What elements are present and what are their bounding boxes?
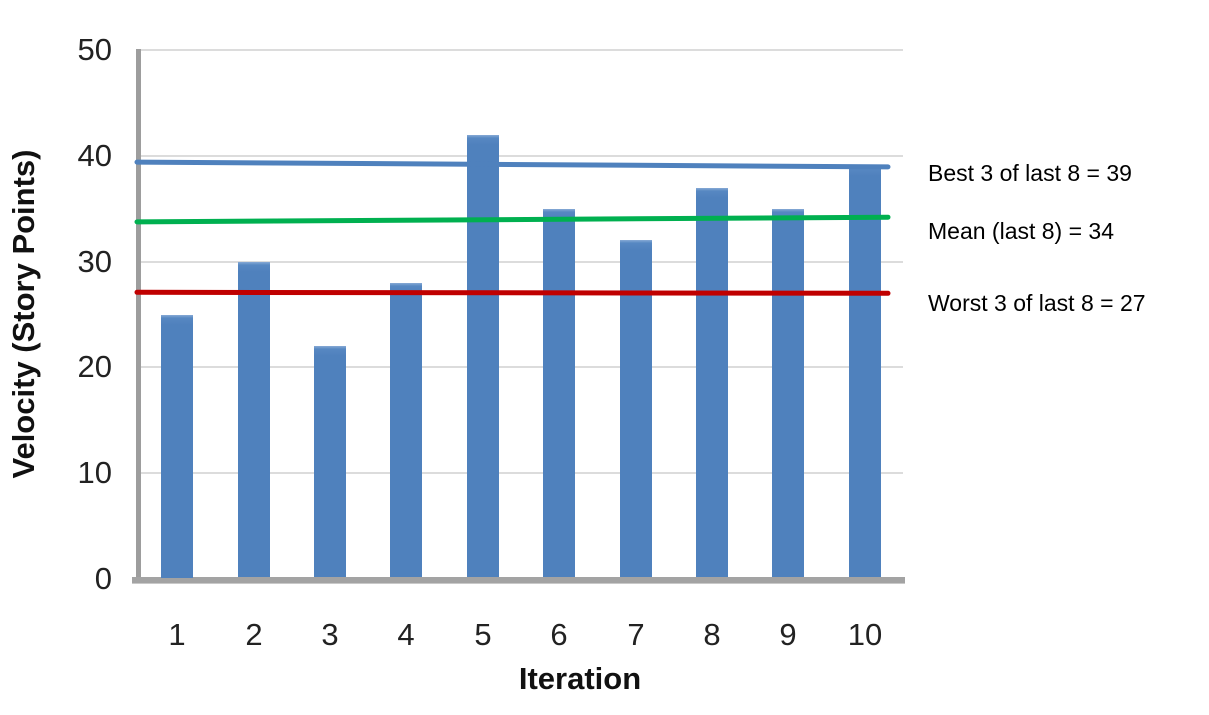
x-tick-label-1: 1 [168,617,186,652]
gridline-y-10 [139,472,903,474]
bar-iteration-9 [772,209,804,577]
x-tick-label-8: 8 [703,617,721,652]
bar-iteration-1 [161,315,193,578]
x-tick-label-2: 2 [245,617,263,652]
y-tick-label-40: 40 [77,138,112,173]
best-3-line [134,159,891,170]
bar-iteration-10 [849,166,881,577]
y-tick-label-30: 30 [77,244,112,279]
bar-iteration-5 [467,135,499,577]
gridline-y-20 [139,366,903,368]
x-axis-title: Iteration [518,661,642,696]
bar-iteration-2 [238,262,270,577]
x-tick-label-7: 7 [627,617,645,652]
x-tick-label-3: 3 [321,617,339,652]
gridline-y-30 [139,261,903,263]
bar-iteration-4 [390,283,422,577]
bar-iteration-3 [314,346,346,577]
annotation-mean-last-8: Mean (last 8) = 34 [928,218,1115,244]
y-tick-label-0: 0 [94,561,112,596]
bar-iteration-7 [620,240,652,577]
gridline-y-40 [139,155,903,157]
y-tick-label-20: 20 [77,349,112,384]
x-tick-label-6: 6 [550,617,568,652]
x-tick-label-4: 4 [397,617,415,652]
gridline-y-50 [139,49,903,51]
x-tick-label-9: 9 [779,617,797,652]
bar-iteration-6 [543,209,575,577]
annotation-worst-3-of-last-8: Worst 3 of last 8 = 27 [928,290,1146,316]
x-tick-label-5: 5 [474,617,492,652]
y-axis-line [136,49,141,582]
x-tick-label-10: 10 [847,617,883,652]
x-axis-line [132,577,905,584]
annotation-best-3-of-last-8: Best 3 of last 8 = 39 [928,160,1132,186]
bar-iteration-8 [696,188,728,577]
y-tick-label-10: 10 [77,455,112,490]
y-tick-label-50: 50 [77,32,112,67]
